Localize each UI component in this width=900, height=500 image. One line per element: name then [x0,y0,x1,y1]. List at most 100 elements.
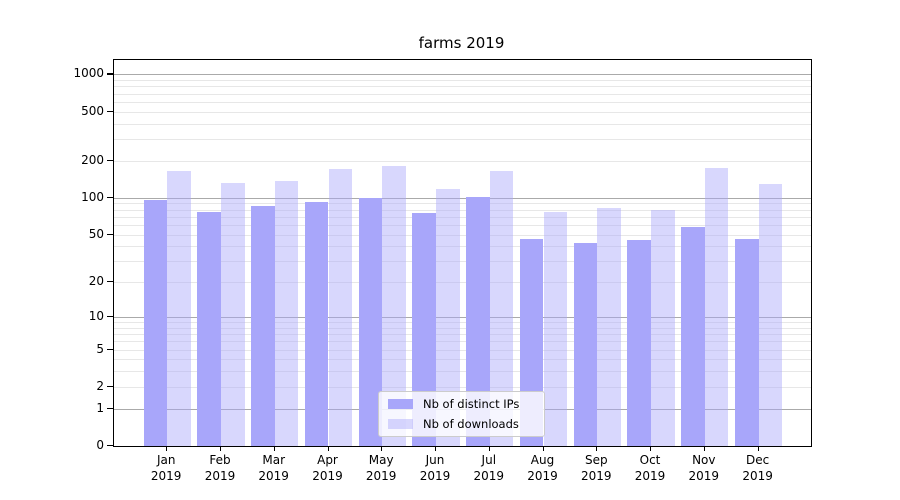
gridline-minor [114,282,811,284]
bar-distinct-ips [412,213,436,446]
legend: Nb of distinct IPs Nb of downloads [378,391,545,437]
x-axis-label: Jul 2019 [473,453,505,483]
legend-swatch-downloads [388,418,413,429]
bar-distinct-ips [251,206,275,446]
y-axis-label: 5 [96,341,104,356]
legend-label-distinct-ips: Nb of distinct IPs [423,397,520,412]
gridline-minor [114,386,811,388]
gridline-minor [114,101,811,103]
bar-downloads [597,208,621,446]
y-axis-tick [107,407,113,409]
x-axis-tick [488,446,490,451]
x-axis-label: Aug 2019 [527,453,558,483]
bar-downloads [704,167,729,446]
bar-distinct-ips [358,197,383,446]
gridline-minor [114,160,811,162]
gridline-minor [114,86,811,88]
gridline-minor [114,322,811,324]
y-axis-tick [107,110,113,112]
gridline-minor [114,261,811,263]
gridline-minor [114,111,811,113]
gridline-major [114,317,811,318]
y-axis-tick [107,281,113,283]
bar-distinct-ips [466,197,490,446]
gridline-minor [114,224,811,226]
bar-downloads [328,168,353,446]
x-axis-tick [273,446,275,451]
x-axis-tick [596,446,598,451]
bar-distinct-ips [627,240,651,446]
gridline-minor [114,209,811,211]
y-axis-label: 0 [96,438,104,452]
gridline-minor [114,216,811,218]
y-axis-tick [107,159,113,161]
chart-title: farms 2019 [418,34,505,52]
x-axis-tick [757,446,759,451]
y-axis-tick [107,385,113,388]
gridline-minor [114,246,811,248]
bar-downloads [436,189,460,446]
y-axis-label: 200 [81,152,104,167]
y-axis-label: 1 [96,400,104,415]
bar-downloads [489,170,514,446]
x-axis-label: Mar 2019 [258,453,289,483]
y-axis-label: 1000 [73,66,104,81]
y-axis-label: 10 [88,309,104,323]
y-axis-label: 2 [96,378,104,393]
y-axis-label: 500 [81,103,104,118]
y-axis-label: 100 [81,189,104,204]
gridline-minor [114,371,811,373]
x-axis-label: Jun 2019 [419,453,451,483]
x-axis-tick [542,446,544,451]
gridline-minor [114,359,811,361]
bar-distinct-ips [197,212,221,446]
x-axis-label: Jan 2019 [150,453,182,483]
y-axis-tick [107,73,113,75]
gridline-minor [114,327,811,329]
y-axis-label: 50 [88,226,104,241]
legend-swatch-distinct-ips [388,399,413,410]
gridline-minor [114,341,811,343]
gridline-minor [114,139,811,140]
x-axis-tick [703,446,705,451]
bar-distinct-ips [573,242,598,446]
gridline-minor [114,93,811,95]
legend-item-downloads: Nb of downloads [385,416,538,433]
gridline-minor [114,234,811,236]
gridline-major [114,197,811,199]
bar-distinct-ips [734,238,759,446]
bar-downloads [274,181,299,446]
gridline-minor [114,123,811,125]
legend-label-downloads: Nb of downloads [423,416,519,431]
bar-downloads [543,212,568,446]
x-axis-label: Nov 2019 [688,453,720,483]
bar-distinct-ips [143,199,168,446]
y-axis-tick [107,316,113,318]
x-axis-tick [435,446,437,451]
bar-distinct-ips [304,202,329,446]
bar-downloads [221,183,245,446]
gridline-major [114,74,811,76]
x-axis-label: Sep 2019 [581,453,612,483]
bar-downloads [758,183,783,446]
bar-downloads [651,209,675,446]
legend-item-distinct-ips: Nb of distinct IPs [385,396,538,413]
x-axis-label: Apr 2019 [312,453,343,483]
bar-downloads [382,165,406,446]
x-axis-label: May 2019 [365,453,397,483]
x-axis-tick [166,446,168,451]
x-axis-label: Dec 2019 [742,453,773,483]
y-axis-tick [107,348,113,350]
x-axis-tick [220,446,222,451]
x-axis-label: Feb 2019 [204,453,236,483]
y-axis-label: 20 [88,274,104,289]
x-axis-tick [650,446,652,451]
gridline-minor [114,349,811,351]
x-axis-tick [381,446,383,451]
y-axis-tick [107,445,113,447]
bar-distinct-ips [681,226,705,446]
gridline-minor [114,80,811,82]
y-axis-tick [107,233,113,235]
gridline-minor [114,334,811,336]
